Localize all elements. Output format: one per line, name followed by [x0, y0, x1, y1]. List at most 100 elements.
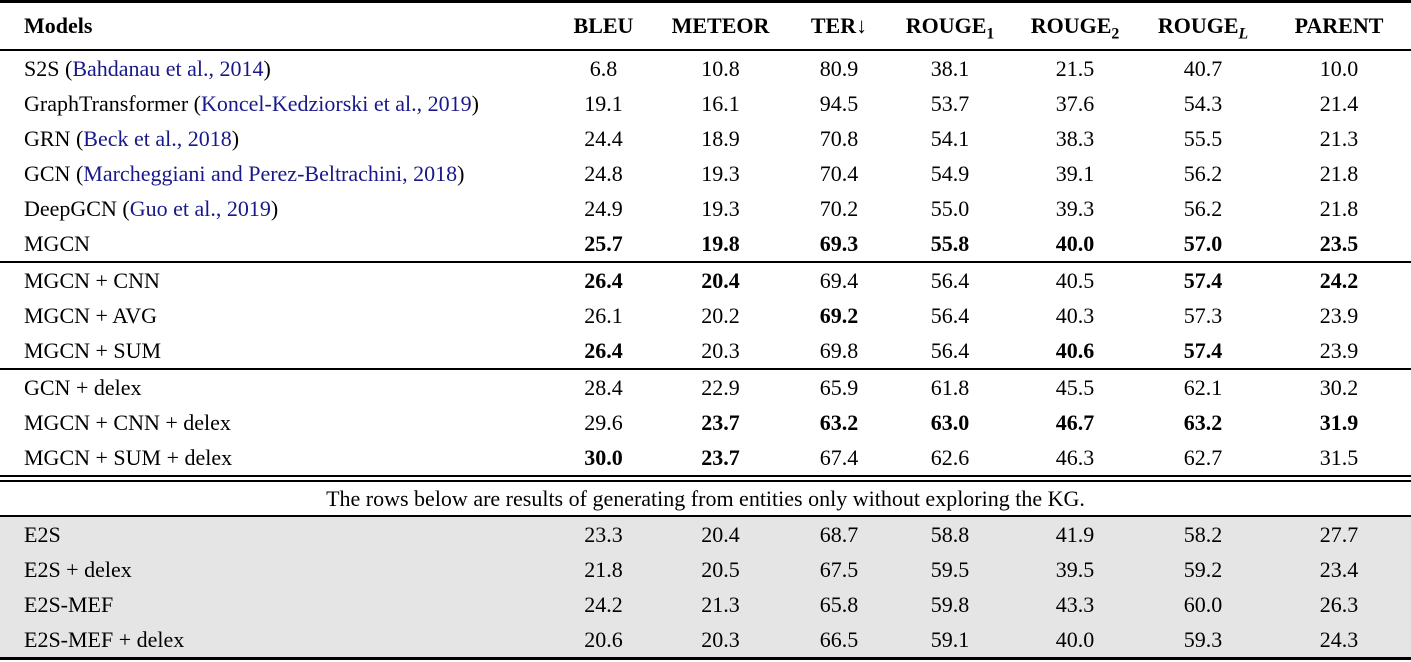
metric-cell: 31.9 [1319, 409, 1359, 435]
table-row: E2S-MEF + delex 20.6 20.3 66.5 59.1 40.0… [0, 622, 1411, 659]
metric-cell: 21.8 [555, 552, 652, 587]
metric-cell: 18.9 [701, 125, 740, 151]
metric-cell: 23.5 [1319, 230, 1359, 256]
metric-cell: 59.2 [1139, 552, 1267, 587]
table-row: GCN (Marcheggiani and Perez-Beltrachini,… [0, 156, 1411, 191]
col-header-rouge2-subscript: 2 [1111, 25, 1120, 43]
model-cell: DeepGCN (Guo et al., 2019) [0, 191, 555, 226]
metric-cell: 23.3 [555, 516, 652, 552]
table-row: S2S (Bahdanau et al., 2014) 6.8 10.8 80.… [0, 50, 1411, 86]
table-row: MGCN + AVG 26.1 20.2 69.2 56.4 40.3 57.3… [0, 298, 1411, 333]
metric-cell: 30.2 [1267, 368, 1411, 405]
col-header-rouge2: ROUGE2 [1011, 1, 1139, 51]
col-header-rouge1-label: ROUGE [905, 13, 987, 38]
metric-cell: 55.5 [1183, 125, 1223, 151]
metric-cell: 21.8 [1319, 195, 1359, 221]
metric-cell: 54.3 [1183, 90, 1223, 116]
metric-cell: 39.1 [1055, 160, 1095, 186]
model-name: E2S-MEF [24, 591, 114, 617]
metric-cell: 69.3 [819, 230, 859, 256]
metric-cell: 20.6 [555, 622, 652, 659]
col-header-models-label: Models [24, 13, 93, 38]
model-name: DeepGCN [24, 195, 117, 221]
metric-cell: 27.7 [1267, 516, 1411, 552]
col-header-bleu-label: BLEU [573, 13, 634, 38]
citation-close-paren: ) [457, 160, 465, 186]
metric-cell: 26.4 [584, 337, 623, 363]
citation-link[interactable]: Bahdanau et al., 2014 [72, 55, 264, 81]
metric-cell: 58.8 [889, 516, 1011, 552]
citation-wrap: (Koncel-Kedziorski et al., 2019) [188, 91, 479, 116]
model-name: MGCN + SUM + delex [24, 444, 233, 470]
col-header-rougeL-subscript: L [1238, 25, 1249, 43]
citation-link[interactable]: Koncel-Kedziorski et al., 2019 [200, 90, 472, 116]
model-cell: E2S + delex [0, 552, 555, 587]
col-header-ter-label: TER↓ [810, 13, 868, 38]
metric-cell: 56.4 [889, 261, 1011, 298]
metric-cell: 43.3 [1011, 587, 1139, 622]
col-header-ter: TER↓ [789, 1, 889, 51]
metric-cell: 19.8 [701, 230, 740, 256]
metric-cell: 23.7 [701, 444, 740, 470]
metric-cell: 59.1 [889, 622, 1011, 659]
model-name: GCN [24, 160, 71, 186]
col-header-bleu: BLEU [555, 1, 652, 51]
metric-cell: 56.4 [930, 302, 970, 328]
metric-cell: 54.1 [930, 125, 970, 151]
col-header-rouge1: ROUGE1 [889, 1, 1011, 51]
metric-cell: 56.2 [1183, 195, 1223, 221]
metric-cell: 40.5 [1011, 261, 1139, 298]
col-header-rougeL-label: ROUGE [1157, 13, 1239, 38]
metric-cell: 54.9 [930, 160, 970, 186]
model-name: MGCN + AVG [24, 302, 158, 328]
citation-open-paren: ( [188, 90, 201, 116]
metric-cell: 37.6 [1055, 90, 1095, 116]
metric-cell: 21.5 [1055, 55, 1095, 81]
model-name: MGCN + SUM [24, 337, 162, 363]
citation-wrap: (Guo et al., 2019) [117, 196, 278, 221]
metric-cell: 26.4 [555, 261, 652, 298]
table-row: DeepGCN (Guo et al., 2019) 24.9 19.3 70.… [0, 191, 1411, 226]
metric-cell: 20.5 [652, 552, 789, 587]
metric-cell: 53.7 [930, 90, 970, 116]
citation-open-paren: ( [116, 195, 130, 221]
citation-wrap: (Marcheggiani and Perez-Beltrachini, 201… [70, 160, 465, 186]
citation-close-paren: ) [471, 90, 479, 116]
metric-cell: 62.1 [1139, 368, 1267, 405]
model-cell: GCN + delex [0, 368, 555, 405]
table-row: GRN (Beck et al., 2018) 24.4 18.9 70.8 5… [0, 121, 1411, 156]
table-row: E2S-MEF 24.2 21.3 65.8 59.8 43.3 60.0 26… [0, 587, 1411, 622]
table-row: MGCN + SUM 26.4 20.3 69.8 56.4 40.6 57.4… [0, 333, 1411, 369]
metric-cell: 29.6 [584, 409, 623, 435]
model-name: GraphTransformer [24, 90, 189, 116]
model-cell: GraphTransformer (Koncel-Kedziorski et a… [0, 86, 555, 121]
metric-cell: 20.4 [652, 261, 789, 298]
table-row: E2S + delex 21.8 20.5 67.5 59.5 39.5 59.… [0, 552, 1411, 587]
metric-cell: 69.8 [819, 337, 859, 363]
metric-cell: 25.7 [584, 230, 623, 256]
table-row: GraphTransformer (Koncel-Kedziorski et a… [0, 86, 1411, 121]
metric-cell: 26.3 [1267, 587, 1411, 622]
metric-cell: 66.5 [789, 622, 889, 659]
model-cell: E2S-MEF [0, 587, 555, 622]
metric-cell: 65.8 [789, 587, 889, 622]
metric-cell: 70.4 [819, 160, 859, 186]
model-cell: MGCN + CNN + delex [0, 405, 555, 440]
citation-open-paren: ( [70, 125, 84, 151]
metric-cell: 28.4 [555, 368, 652, 405]
metric-cell: 94.5 [819, 90, 859, 116]
metric-cell: 24.2 [1267, 261, 1411, 298]
citation-link[interactable]: Beck et al., 2018 [83, 125, 232, 151]
metric-cell: 58.2 [1139, 516, 1267, 552]
citation-link[interactable]: Guo et al., 2019 [129, 195, 271, 221]
citation-link[interactable]: Marcheggiani and Perez-Beltrachini, 2018 [83, 160, 458, 186]
metric-cell: 59.8 [889, 587, 1011, 622]
model-name: MGCN + CNN + delex [24, 409, 231, 435]
metric-cell: 68.7 [789, 516, 889, 552]
metric-cell: 46.3 [1055, 444, 1095, 470]
metric-cell: 45.5 [1011, 368, 1139, 405]
metric-cell: 56.2 [1183, 160, 1223, 186]
metric-cell: 40.3 [1055, 302, 1095, 328]
model-cell: GCN (Marcheggiani and Perez-Beltrachini,… [0, 156, 555, 191]
